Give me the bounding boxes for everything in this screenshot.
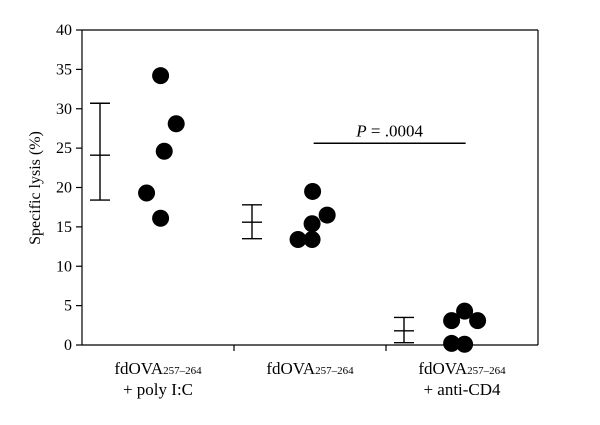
x-category-label: fdOVA257–264 (114, 359, 202, 378)
y-tick-label: 10 (56, 258, 72, 275)
data-point (304, 182, 322, 200)
data-point (303, 215, 321, 233)
y-axis: 0 5 10 15 20 25 30 35 40 (56, 22, 539, 354)
p-value-label: P = .0004 (355, 121, 423, 140)
data-point (138, 184, 156, 202)
y-tick-label: 0 (64, 337, 72, 354)
data-point (303, 230, 321, 248)
y-tick-label: 5 (64, 298, 72, 315)
y-tick-label: 35 (56, 61, 72, 78)
data-point (152, 67, 170, 85)
y-tick-label: 40 (56, 22, 72, 39)
data-point (456, 302, 474, 320)
x-axis: fdOVA257–264 + poly I:C fdOVA257–264 fdOVA2… (82, 344, 538, 399)
y-tick-label: 30 (56, 101, 72, 118)
data-point (456, 335, 474, 353)
data-point (443, 312, 461, 330)
x-category-label: fdOVA257–264 (266, 359, 354, 378)
data-point (289, 230, 307, 248)
y-axis-title: Specific lysis (%) (27, 131, 44, 245)
data-point (443, 334, 461, 352)
data-point (152, 209, 170, 227)
summary-bars (90, 102, 414, 344)
y-tick-label: 20 (56, 180, 72, 197)
x-category-label-line2: + anti-CD4 (423, 380, 501, 399)
x-category-label-line2: + poly I:C (123, 380, 193, 399)
data-point (318, 206, 336, 224)
p-value-annotation: P = .0004 (313, 121, 466, 144)
x-category-label: fdOVA257–264 (418, 359, 506, 378)
data-point (167, 115, 185, 133)
data-point (469, 312, 487, 330)
y-tick-label: 15 (56, 219, 72, 236)
data-point (155, 142, 173, 160)
data-points (138, 67, 487, 353)
y-tick-label: 25 (56, 140, 72, 157)
